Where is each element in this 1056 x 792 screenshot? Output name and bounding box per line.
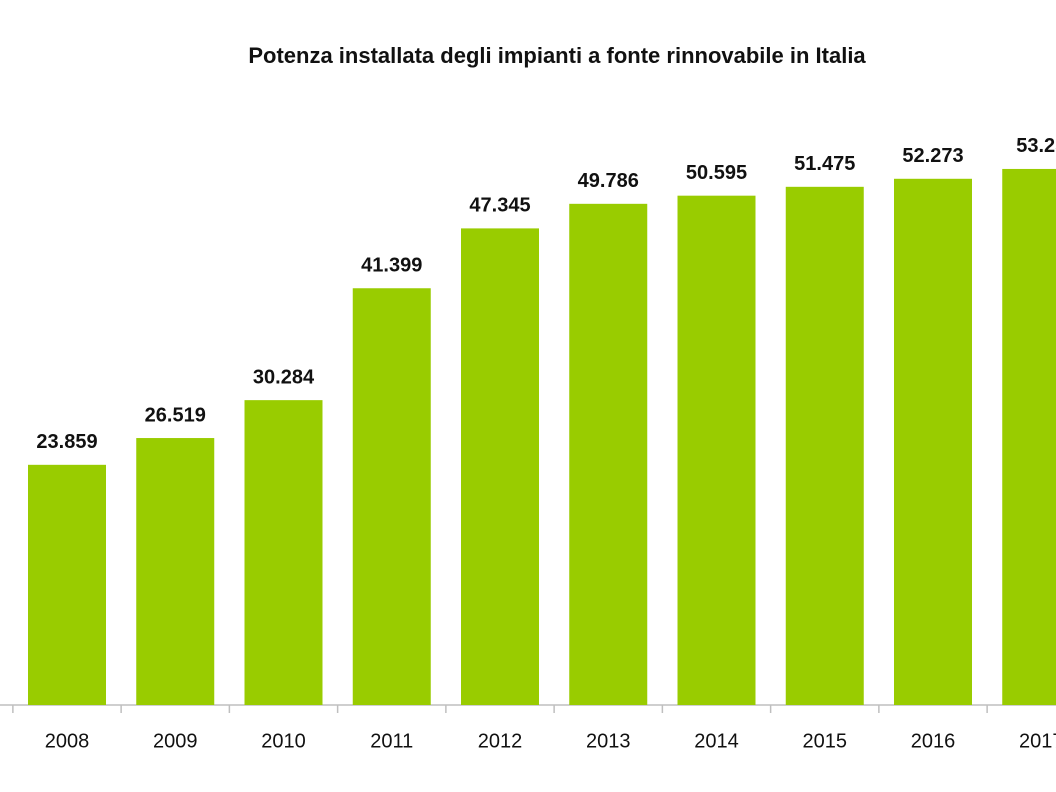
value-label: 52.273 xyxy=(902,145,963,167)
value-label: 41.399 xyxy=(361,255,422,277)
bar xyxy=(244,400,323,705)
x-tick-label: 2015 xyxy=(803,730,848,752)
x-tick-label: 2010 xyxy=(261,730,306,752)
bar xyxy=(894,178,972,705)
bar xyxy=(28,464,106,705)
bar xyxy=(461,228,539,705)
value-label: 49.786 xyxy=(578,170,639,192)
value-label: 26.519 xyxy=(145,404,206,426)
x-tick-label: 2008 xyxy=(45,730,90,752)
bar xyxy=(677,195,756,705)
chart-title: Potenza installata degli impianti a font… xyxy=(248,43,866,68)
x-tick-label: 2011 xyxy=(370,730,413,752)
bar xyxy=(569,203,648,706)
value-label: 51.475 xyxy=(794,153,855,175)
x-tick-label: 2012 xyxy=(478,730,523,752)
bar xyxy=(352,288,431,705)
bar xyxy=(136,438,215,705)
bar xyxy=(1002,168,1056,705)
x-tick-label: 2014 xyxy=(694,730,739,752)
bar xyxy=(785,186,864,705)
value-label: 23.859 xyxy=(36,431,97,453)
value-label: 30.284 xyxy=(253,366,315,388)
x-tick-label: 2009 xyxy=(153,730,198,752)
value-label: 50.595 xyxy=(686,162,747,184)
x-tick-label: 2017 xyxy=(1019,730,1056,752)
value-label: 53.25 xyxy=(1016,135,1056,157)
x-tick-label: 2013 xyxy=(586,730,631,752)
value-label: 47.345 xyxy=(469,195,530,217)
x-tick-label: 2016 xyxy=(911,730,956,752)
